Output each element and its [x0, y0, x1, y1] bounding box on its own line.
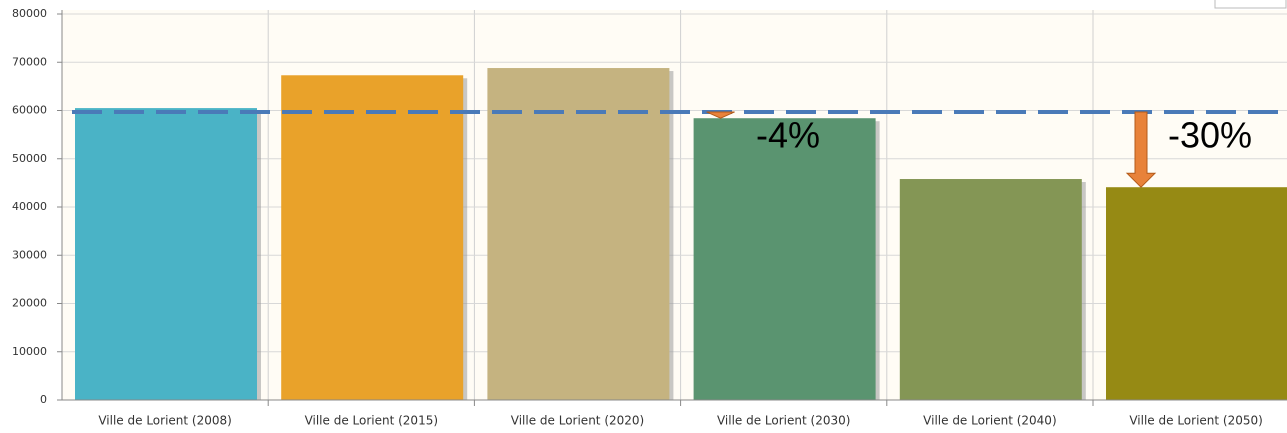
x-tick-label: Ville de Lorient (2015): [305, 414, 438, 428]
bar: [693, 118, 876, 400]
y-tick-label: 40000: [12, 200, 47, 213]
x-tick-label: Ville de Lorient (2030): [717, 414, 850, 428]
y-tick-label: 20000: [12, 297, 47, 310]
x-tick-label: Ville de Lorient (2040): [923, 414, 1056, 428]
y-tick-label: 50000: [12, 152, 47, 165]
annotation: -4%: [756, 115, 820, 156]
bar: [75, 108, 257, 401]
y-tick-label: 70000: [12, 55, 47, 68]
bar: [487, 68, 670, 400]
arrow: [706, 111, 735, 119]
bar: [281, 75, 464, 400]
x-tick-label: Ville de Lorient (2020): [511, 414, 644, 428]
corner-box: [1214, 0, 1287, 9]
arrow: [1125, 111, 1157, 188]
y-tick-label: 60000: [12, 104, 47, 117]
annotation: -30%: [1168, 115, 1252, 156]
bar: [899, 179, 1082, 400]
x-tick-label: Ville de Lorient (2050): [1129, 414, 1262, 428]
bar: [1106, 187, 1287, 400]
y-tick-label: 80000: [12, 7, 47, 20]
y-tick-label: 10000: [12, 345, 47, 358]
y-tick-label: 30000: [12, 248, 47, 261]
x-tick-label: Ville de Lorient (2008): [98, 414, 231, 428]
y-tick-label: 0: [40, 393, 47, 406]
